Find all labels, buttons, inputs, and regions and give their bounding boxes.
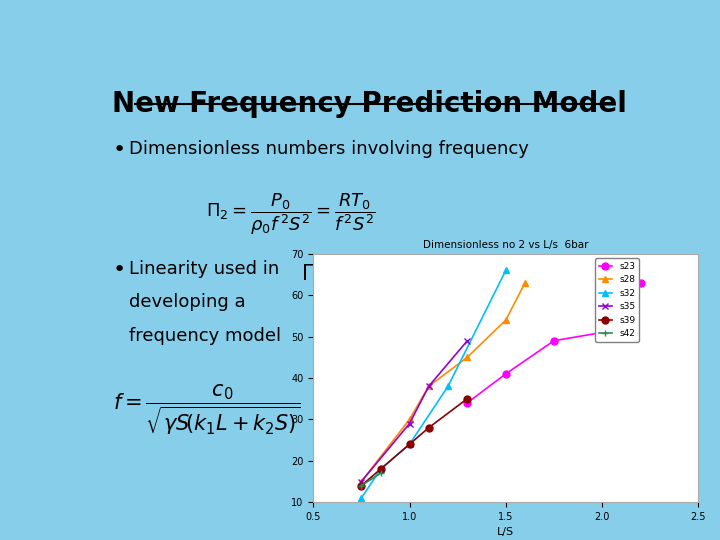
Line: s28: s28 [358,279,528,485]
Text: Dimensionless numbers involving frequency: Dimensionless numbers involving frequenc… [129,140,529,158]
Text: 11: 11 [610,458,631,476]
s39 [425,424,433,431]
s28 [521,280,529,286]
Text: $\Pi_2 = \dfrac{P_0}{\rho_0 f^{\,2} S^2} = \dfrac{RT_0}{f^{\,2} S^2}$: $\Pi_2 = \dfrac{P_0}{\rho_0 f^{\,2} S^2}… [206,192,376,238]
s28 [463,354,472,361]
s35 [357,478,366,485]
s35 [405,420,414,427]
s39 [377,466,385,472]
Line: s23: s23 [464,279,644,406]
s32 [405,441,414,448]
s28 [425,383,433,389]
Text: •: • [112,260,125,280]
Text: New Frequency Prediction Model: New Frequency Prediction Model [112,90,626,118]
s23 [501,370,510,377]
Legend: s23, s28, s32, s35, s39, s42: s23, s28, s32, s35, s39, s42 [595,258,639,342]
Text: $\Pi_2$: $\Pi_2$ [302,262,327,286]
Text: frequency model: frequency model [129,327,282,345]
s39 [405,441,414,448]
Line: s32: s32 [358,267,509,502]
s23 [598,329,606,336]
s23 [463,400,472,406]
s32 [377,466,385,472]
s35 [425,383,433,389]
s32 [501,267,510,274]
s28 [405,416,414,423]
Line: s42: s42 [358,470,384,489]
s28 [501,317,510,323]
Line: s39: s39 [358,395,471,489]
s42 [377,470,385,476]
X-axis label: L/S: L/S [498,528,514,537]
s32 [357,495,366,501]
s35 [463,338,472,344]
Line: s35: s35 [358,338,471,485]
Text: Linearity used in: Linearity used in [129,260,279,278]
s28 [357,478,366,485]
s23 [549,338,558,344]
Text: developing a: developing a [129,294,246,312]
Text: •: • [112,140,125,160]
s23 [636,280,645,286]
s42 [357,482,366,489]
Title: Dimensionless no 2 vs L/s  6bar: Dimensionless no 2 vs L/s 6bar [423,240,588,250]
Text: $f = \dfrac{c_0}{\sqrt{\gamma S\!\left(k_1 L + k_2 S\right)}}$: $f = \dfrac{c_0}{\sqrt{\gamma S\!\left(k… [113,383,301,437]
s39 [357,482,366,489]
s32 [444,383,452,389]
s39 [463,395,472,402]
